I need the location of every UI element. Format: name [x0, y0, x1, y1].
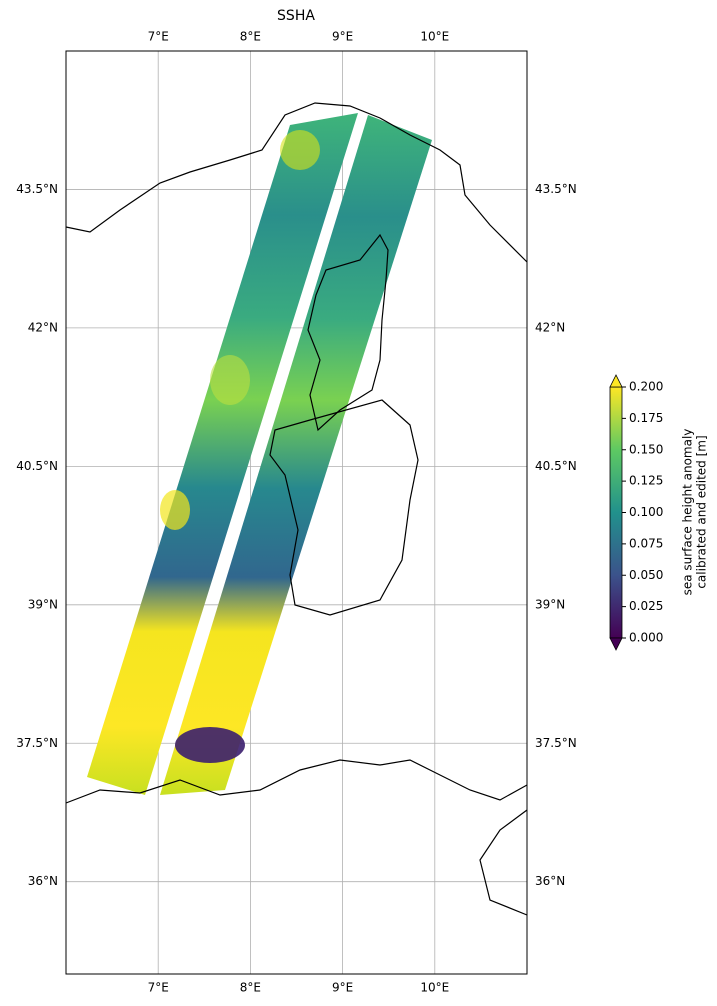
- y-tick-label: 36°N: [535, 874, 565, 888]
- x-tick-label: 9°E: [332, 30, 353, 44]
- colorbar-tick-label: 0.150: [629, 442, 663, 456]
- y-tick-label: 40.5°N: [16, 459, 58, 473]
- colorbar: [609, 374, 623, 651]
- colorbar-tick-label: 0.125: [629, 474, 663, 488]
- y-tick-label: 42°N: [28, 320, 58, 334]
- x-tick-label: 10°E: [420, 30, 449, 44]
- x-tick-label: 7°E: [148, 30, 169, 44]
- colorbar-tick-label: 0.025: [629, 599, 663, 613]
- y-tick-label: 40.5°N: [535, 459, 577, 473]
- y-tick-label: 42°N: [535, 320, 565, 334]
- coastline: [65, 102, 528, 916]
- y-tick-label: 37.5°N: [535, 736, 577, 750]
- colorbar-tick-label: 0.050: [629, 568, 663, 582]
- title: SSHA: [277, 8, 315, 24]
- y-tick-label: 39°N: [535, 597, 565, 611]
- y-tick-label: 36°N: [28, 874, 58, 888]
- y-tick-label: 37.5°N: [16, 736, 58, 750]
- x-tick-label: 8°E: [240, 30, 261, 44]
- y-tick-label: 43.5°N: [16, 182, 58, 196]
- colorbar-tick-label: 0.075: [629, 536, 663, 550]
- colorbar-tick-label: 0.175: [629, 411, 663, 425]
- x-tick-label: 7°E: [148, 981, 169, 995]
- swath: [87, 113, 432, 795]
- x-tick-label: 8°E: [240, 981, 261, 995]
- colorbar-tick-label: 0.000: [629, 631, 663, 645]
- colorbar-label: calibrated and edited [m]: [695, 435, 709, 588]
- x-tick-label: 9°E: [332, 981, 353, 995]
- map-frame: [65, 50, 528, 975]
- colorbar-label: sea surface height anomaly: [681, 429, 695, 596]
- x-tick-label: 10°E: [420, 981, 449, 995]
- y-tick-label: 43.5°N: [535, 182, 577, 196]
- y-tick-label: 39°N: [28, 597, 58, 611]
- colorbar-tick-label: 0.100: [629, 505, 663, 519]
- colorbar-tick-label: 0.200: [629, 380, 663, 394]
